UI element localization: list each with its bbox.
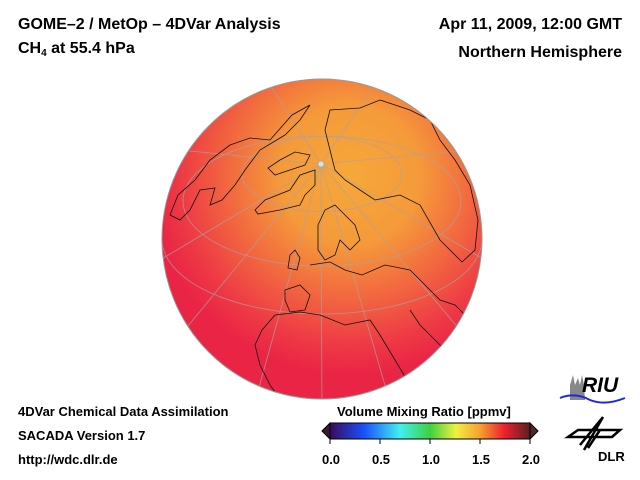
globe-field xyxy=(162,79,482,399)
colorbar-label: Volume Mixing Ratio [ppmv] xyxy=(337,404,511,419)
colorbar-gradient xyxy=(329,422,531,440)
north-pole-marker xyxy=(317,160,325,168)
dlr-logo xyxy=(564,416,624,451)
dlr-logo-text: DLR xyxy=(598,449,625,464)
product-title: GOME–2 / MetOp – 4DVar Analysis xyxy=(18,16,281,33)
coastlines xyxy=(169,99,481,399)
riu-logo-text: RIU xyxy=(582,374,619,397)
globe-outline xyxy=(161,78,483,400)
datetime: Apr 11, 2009, 12:00 GMT xyxy=(438,16,622,33)
colorbar xyxy=(321,421,539,444)
colorbar-tick: 1.0 xyxy=(421,452,441,467)
colorbar-tick: 0.5 xyxy=(371,452,391,467)
colorbar-min-extend xyxy=(321,421,331,441)
footer-line-1: 4DVar Chemical Data Assimilation xyxy=(18,404,229,419)
colorbar-max-extend xyxy=(529,421,539,441)
riu-logo xyxy=(559,375,626,404)
colorbar-tick: 1.5 xyxy=(471,452,491,467)
pressure-level: at 55.4 hPa xyxy=(46,40,135,57)
colorbar-tick: 2.0 xyxy=(521,452,541,467)
species-level: CH4 at 55.4 hPa xyxy=(18,40,135,59)
species-name: CH xyxy=(18,40,42,57)
species-subscript: 4 xyxy=(41,48,47,59)
region-label: Northern Hemisphere xyxy=(458,44,622,61)
colorbar-tick: 0.0 xyxy=(321,452,341,467)
footer-line-2: SACADA Version 1.7 xyxy=(18,428,146,443)
footer-url: http://wdc.dlr.de xyxy=(18,452,118,467)
